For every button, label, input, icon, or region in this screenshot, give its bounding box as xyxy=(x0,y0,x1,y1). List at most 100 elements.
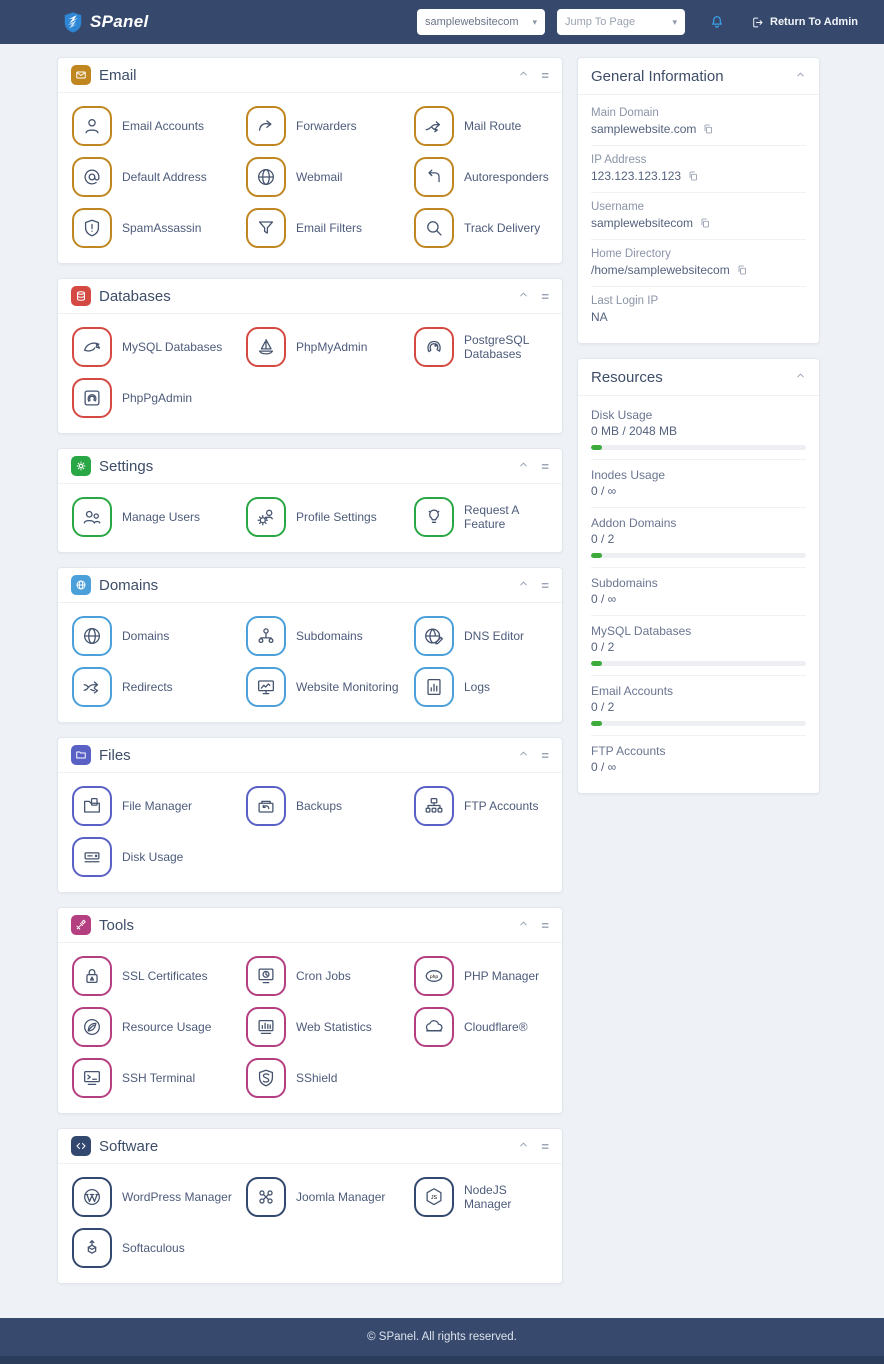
copy-button[interactable] xyxy=(702,123,714,135)
shuffle-icon xyxy=(83,681,99,694)
info-label: Home Directory xyxy=(591,248,671,260)
gear-person-icon xyxy=(257,509,273,526)
feature-item-nodejs-manager[interactable]: JS NodeJS Manager xyxy=(414,1174,548,1220)
copy-button[interactable] xyxy=(699,217,711,229)
leaf-icon xyxy=(84,1019,100,1035)
feature-tile xyxy=(72,378,112,418)
at-icon xyxy=(84,169,100,185)
return-to-admin-button[interactable]: Return To Admin xyxy=(751,16,858,29)
feature-item-web-statistics[interactable]: Web Statistics xyxy=(246,1004,414,1050)
feature-item-file-manager[interactable]: File Manager xyxy=(72,783,246,829)
feature-item-spamassassin[interactable]: SpamAssassin xyxy=(72,205,246,251)
collapse-button[interactable] xyxy=(518,457,529,475)
feature-item-phpmyadmin[interactable]: PhpMyAdmin xyxy=(246,324,414,370)
joomla-icon xyxy=(259,1190,273,1204)
sidebar-column: General Information Main Domain sampleweb… xyxy=(577,57,820,808)
minimize-button[interactable]: = xyxy=(541,458,549,474)
feature-label: Web Statistics xyxy=(296,1020,372,1034)
collapse-button[interactable] xyxy=(518,287,529,305)
feature-item-sshield[interactable]: SShield xyxy=(246,1055,414,1101)
feature-item-dns-editor[interactable]: DNS Editor xyxy=(414,613,548,659)
feature-item-default-address[interactable]: Default Address xyxy=(72,154,246,200)
feature-item-profile-settings[interactable]: Profile Settings xyxy=(246,494,414,540)
feature-label: SpamAssassin xyxy=(122,221,202,235)
feature-item-mail-route[interactable]: Mail Route xyxy=(414,103,549,149)
feature-item-ssl-certificates[interactable]: SSL Certificates xyxy=(72,953,246,999)
feature-tile xyxy=(246,327,286,367)
feature-label: File Manager xyxy=(122,799,193,813)
collapse-button[interactable] xyxy=(518,1137,529,1155)
feature-item-resource-usage[interactable]: Resource Usage xyxy=(72,1004,246,1050)
feature-item-joomla-manager[interactable]: Joomla Manager xyxy=(246,1174,414,1220)
spanel-logo[interactable]: SPanel xyxy=(62,11,149,33)
minimize-button[interactable]: = xyxy=(541,288,549,304)
hdd-icon xyxy=(84,852,100,863)
feature-item-softaculous[interactable]: Softaculous xyxy=(72,1225,246,1271)
feature-item-wordpress-manager[interactable]: WordPress Manager xyxy=(72,1174,246,1220)
feature-label: Default Address xyxy=(122,170,207,184)
feature-tile xyxy=(246,786,286,826)
feature-item-subdomains[interactable]: Subdomains xyxy=(246,613,414,659)
feature-tile xyxy=(414,1007,454,1047)
feature-tile xyxy=(72,1177,112,1217)
feature-item-forwarders[interactable]: Forwarders xyxy=(246,103,414,149)
collapse-button[interactable] xyxy=(518,746,529,764)
progress-bar xyxy=(591,661,806,666)
feature-item-ftp-accounts[interactable]: FTP Accounts xyxy=(414,783,548,829)
feature-item-backups[interactable]: Backups xyxy=(246,783,414,829)
collapse-button[interactable] xyxy=(795,67,806,85)
feature-label: Disk Usage xyxy=(122,850,184,864)
feature-item-email-accounts[interactable]: Email Accounts xyxy=(72,103,246,149)
feature-item-php-manager[interactable]: php PHP Manager xyxy=(414,953,548,999)
collapse-button[interactable] xyxy=(518,576,529,594)
copy-icon xyxy=(689,171,697,181)
collapse-button[interactable] xyxy=(518,66,529,84)
feature-item-request-a-feature[interactable]: Request A Feature xyxy=(414,494,548,540)
feature-item-email-filters[interactable]: Email Filters xyxy=(246,205,414,251)
feature-item-webmail[interactable]: Webmail xyxy=(246,154,414,200)
notifications-button[interactable] xyxy=(709,14,725,30)
feature-item-ssh-terminal[interactable]: SSH Terminal xyxy=(72,1055,246,1101)
feature-item-disk-usage[interactable]: Disk Usage xyxy=(72,834,246,880)
feature-item-postgresql-databases[interactable]: PostgreSQL Databases xyxy=(414,324,548,370)
footer: © SPanel. All rights reserved. xyxy=(0,1318,884,1356)
feature-item-mysql-databases[interactable]: MySQL Databases xyxy=(72,324,246,370)
globe-icon xyxy=(84,628,100,644)
minimize-button[interactable]: = xyxy=(541,747,549,763)
box-arrow-icon xyxy=(87,1240,97,1254)
copy-button[interactable] xyxy=(736,264,748,276)
collapse-button[interactable] xyxy=(518,916,529,934)
resource-item: Inodes Usage 0 / ∞ xyxy=(591,460,806,508)
feature-item-autoresponders[interactable]: Autoresponders xyxy=(414,154,549,200)
section-title: Software xyxy=(99,1137,159,1155)
collapse-button[interactable] xyxy=(795,368,806,386)
feature-tile xyxy=(72,497,112,537)
elephant-box-icon xyxy=(84,390,100,406)
info-field: Main Domain samplewebsite.com xyxy=(591,99,806,146)
feature-item-cloudflare-[interactable]: Cloudflare® xyxy=(414,1004,548,1050)
minimize-button[interactable]: = xyxy=(541,577,549,593)
feature-label: Cron Jobs xyxy=(296,969,351,983)
feature-sections-column: Email = Email Accounts Forwarders Mail Route… xyxy=(57,57,563,1298)
feature-item-logs[interactable]: Logs xyxy=(414,664,548,710)
account-select[interactable]: samplewebsitecom ▾ xyxy=(417,9,545,35)
copy-button[interactable] xyxy=(687,170,699,182)
feature-item-cron-jobs[interactable]: Cron Jobs xyxy=(246,953,414,999)
minimize-button[interactable]: = xyxy=(541,917,549,933)
feature-tile xyxy=(414,327,454,367)
feature-item-phppgadmin[interactable]: PhpPgAdmin xyxy=(72,375,246,421)
feature-item-manage-users[interactable]: Manage Users xyxy=(72,494,246,540)
feature-item-track-delivery[interactable]: Track Delivery xyxy=(414,205,549,251)
funnel-icon xyxy=(258,221,274,234)
minimize-button[interactable]: = xyxy=(541,1138,549,1154)
feature-item-redirects[interactable]: Redirects xyxy=(72,664,246,710)
feature-label: SShield xyxy=(296,1071,338,1085)
progress-bar xyxy=(591,445,806,450)
info-value: samplewebsite.com xyxy=(591,122,697,136)
feature-tile xyxy=(246,956,286,996)
gear-icon xyxy=(76,461,86,471)
minimize-button[interactable]: = xyxy=(541,67,549,83)
feature-item-website-monitoring[interactable]: Website Monitoring xyxy=(246,664,414,710)
feature-item-domains[interactable]: Domains xyxy=(72,613,246,659)
jump-to-page-select[interactable]: Jump To Page ▾ xyxy=(557,9,685,35)
